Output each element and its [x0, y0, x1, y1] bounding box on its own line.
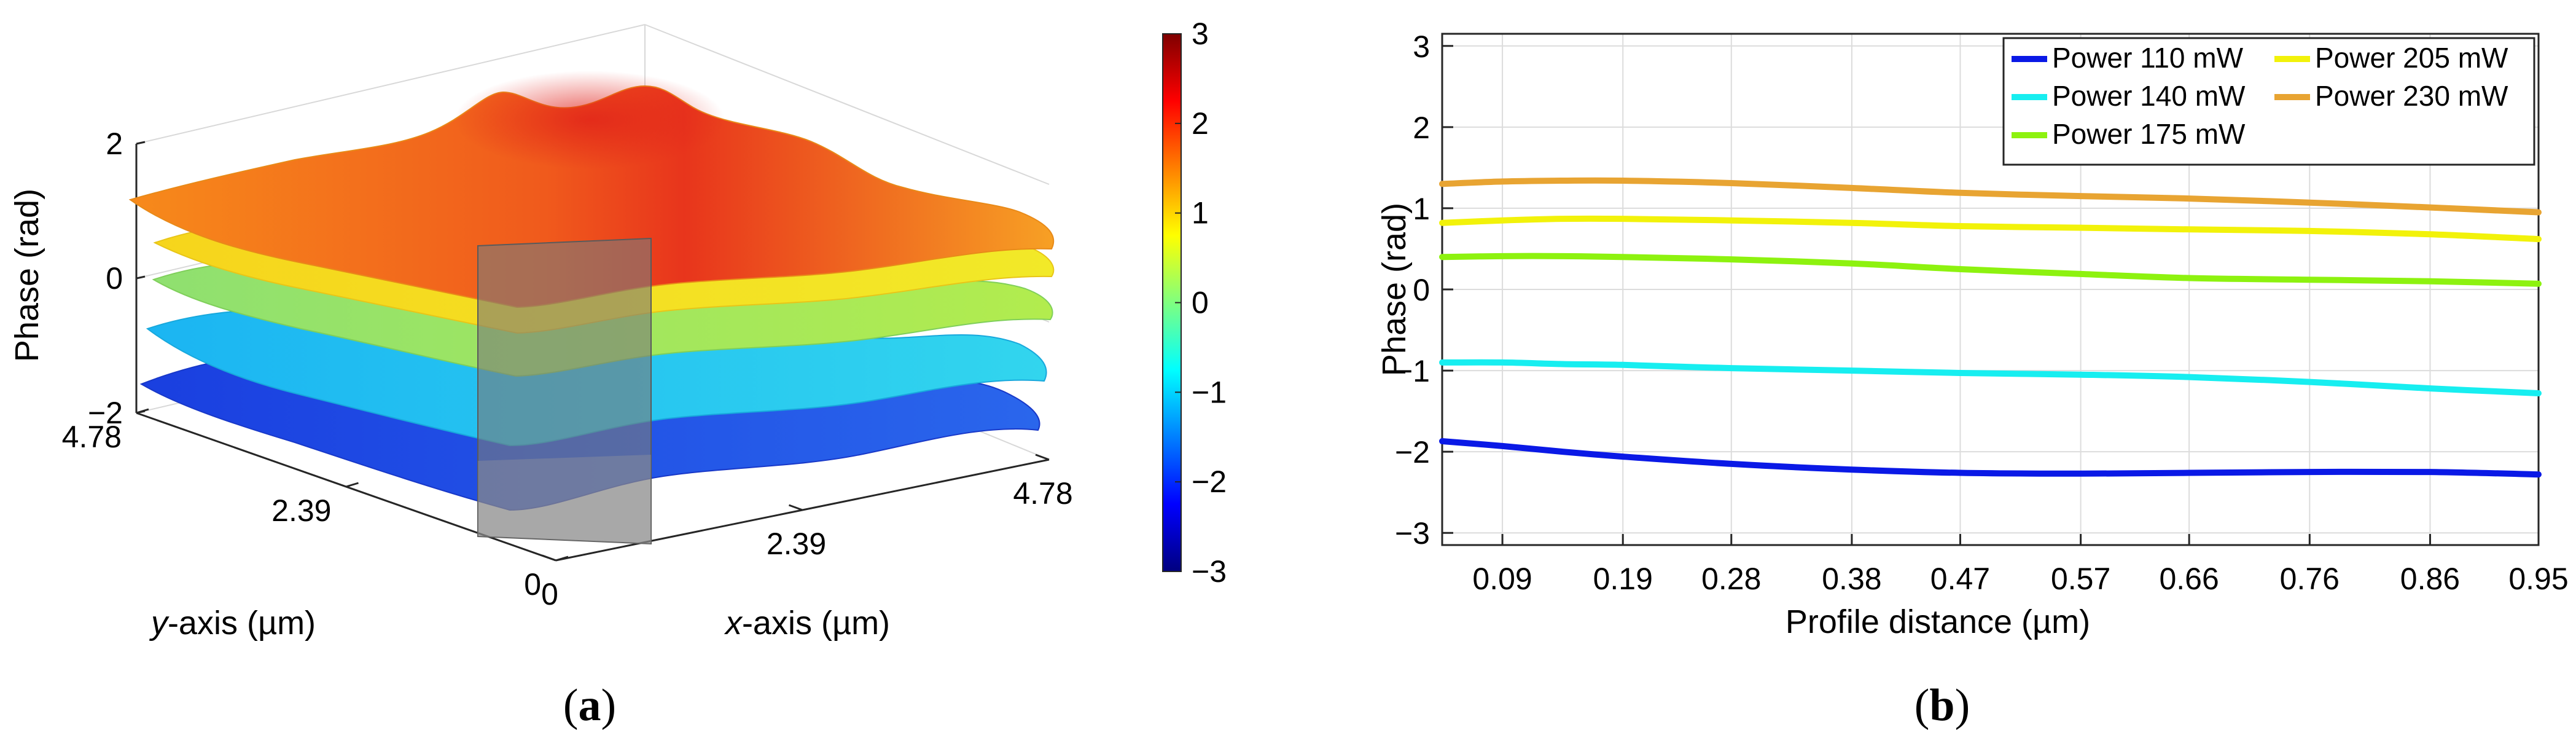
y-tick-label: 0 — [524, 567, 541, 602]
x-tick-label: 0.76 — [2280, 562, 2340, 596]
z-tick — [136, 141, 146, 145]
y-axis-label: y-axis (µm) — [149, 605, 316, 642]
surface-peak-highlight — [455, 71, 725, 169]
y-tick-label: 2 — [1413, 111, 1430, 145]
z-tick-label: 0 — [106, 261, 123, 296]
x-tick-labels: 0 2.39 4.78 — [541, 453, 1073, 611]
legend: Power 110 mW Power 140 mW Power 175 mW Powe… — [2002, 37, 2535, 166]
x-tick-label: 4.78 — [1013, 476, 1072, 511]
x-tick-label: 0.38 — [1822, 562, 1881, 596]
z-tick-label: 2 — [106, 127, 123, 161]
x-axis-label: Profile distance (µm) — [1786, 603, 2090, 640]
y-tick-label: −1 — [1395, 354, 1430, 388]
y-tick-label: 4.78 — [62, 420, 122, 454]
x-tick — [1035, 453, 1050, 461]
x-tick-label: 0.57 — [2051, 562, 2110, 596]
legend-label-power-230-mw: Power 230 mW — [2315, 80, 2508, 112]
colorbar-tick-label: 0 — [1192, 286, 1209, 320]
y-tick-label: −2 — [1395, 435, 1430, 469]
x-tick-label: 0.86 — [2400, 562, 2460, 596]
colorbar-tick-label: 1 — [1192, 196, 1209, 230]
y-axis-label: Phase (rad) — [1376, 203, 1413, 376]
x-tick — [542, 554, 556, 562]
legend-label-power-205-mw: Power 205 mW — [2315, 42, 2508, 74]
panel-a-surface-plot: 2 0 −2 Phase (rad) 0 2.39 4.78 0 2.39 4.78 x-a… — [9, 17, 1227, 730]
y-tick-label: −3 — [1395, 516, 1430, 551]
y-tick-label: 3 — [1413, 29, 1430, 64]
series-line-power-140-mw — [1439, 359, 2542, 396]
profile-plane-inner — [478, 455, 651, 544]
x-axis-label: x-axis (µm) — [724, 605, 890, 642]
y-tick-label: 2.39 — [271, 493, 331, 528]
y-tick-label: 1 — [1413, 192, 1430, 226]
legend-box — [2002, 37, 2535, 166]
y-tick-labels: 0 2.39 4.78 — [62, 408, 569, 602]
series-line-power-205-mw — [1439, 215, 2542, 243]
series-line-power-230-mw — [1439, 177, 2542, 216]
colorbar-tick-label: −1 — [1192, 375, 1227, 409]
z-tick — [136, 275, 146, 280]
x-tick-label: 0.47 — [1930, 562, 1990, 596]
z-tick-label: −2 — [88, 396, 123, 430]
y-tick-labels: 3 2 1 0 −1 −2 −3 — [1395, 29, 1453, 551]
series-line-power-110-mw — [1439, 438, 2542, 478]
y-tick — [136, 408, 149, 414]
x-tick-label: 0.66 — [2159, 562, 2219, 596]
x-tick-label: 2.39 — [767, 527, 826, 561]
colorbar-tick-label: −2 — [1192, 465, 1227, 499]
panel-a-label: (a) — [563, 680, 616, 730]
z-axis-label: Phase (rad) — [9, 189, 45, 362]
x-tick — [788, 504, 803, 511]
x-tick-label: 0.09 — [1472, 562, 1532, 596]
y-tick — [555, 555, 569, 562]
colorbar-tick-labels: 3 2 1 0 −1 −2 −3 — [1175, 17, 1227, 589]
series-line-power-175-mw — [1439, 253, 2542, 287]
series-lines — [1439, 177, 2542, 478]
legend-label-power-175-mw: Power 175 mW — [2052, 118, 2246, 150]
profile-plane — [477, 237, 652, 545]
y-tick — [346, 482, 359, 488]
x-tick-label: 0 — [541, 577, 558, 611]
colorbar-tick-label: 2 — [1192, 106, 1209, 141]
x-tick-label: 0.28 — [1701, 562, 1761, 596]
legend-label-power-140-mw: Power 140 mW — [2052, 80, 2246, 112]
x-tick-label: 0.19 — [1593, 562, 1653, 596]
y-tick-label: 0 — [1413, 273, 1430, 307]
colorbar-tick-label: 3 — [1192, 17, 1209, 51]
panel-b-label: (b) — [1914, 680, 1970, 730]
x-tick-labels: 0.09 0.19 0.28 0.38 0.47 0.57 0.66 0.76 0.86 0.95 — [1472, 534, 2569, 596]
colorbar-tick-label: −3 — [1192, 554, 1227, 589]
z-tick-labels: 2 0 −2 — [88, 127, 146, 430]
legend-label-power-110-mw: Power 110 mW — [2052, 42, 2244, 74]
x-tick-label: 0.95 — [2508, 562, 2568, 596]
